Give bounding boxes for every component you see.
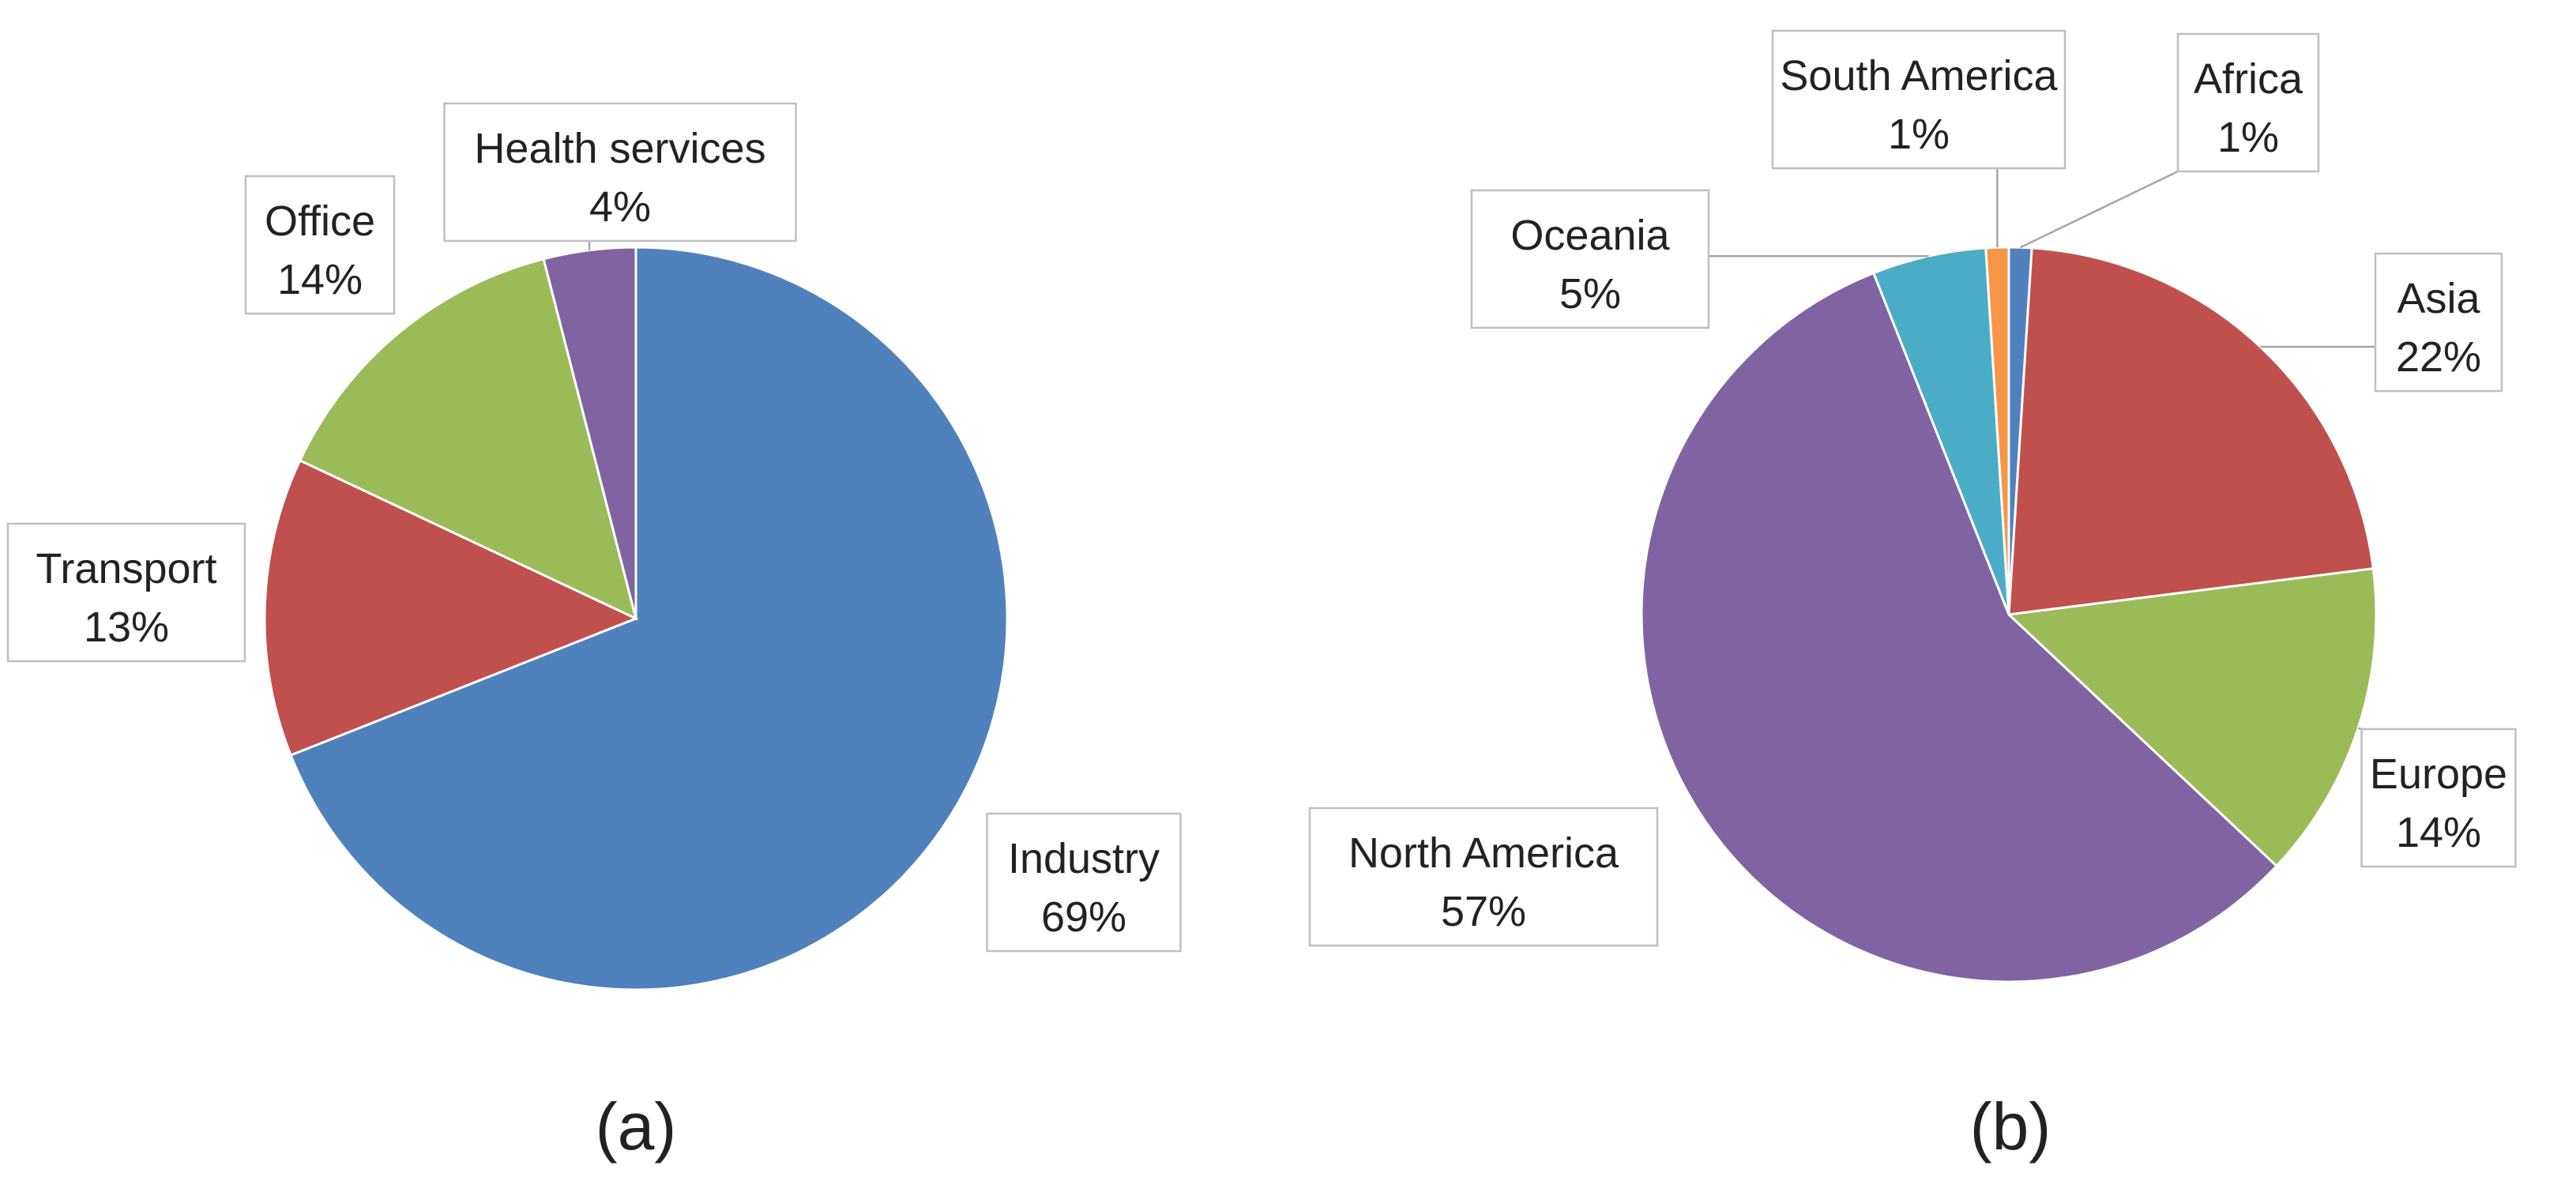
pie-slices bbox=[1640, 246, 2378, 983]
slice-percent-label: 14% bbox=[2396, 809, 2481, 856]
slice-name-label: Asia bbox=[2397, 275, 2480, 322]
data-label-south-america: South America 1% bbox=[1771, 29, 2066, 170]
data-label-health-services: Health services 4% bbox=[443, 102, 797, 243]
data-label-box bbox=[1771, 29, 2066, 170]
slice-percent-label: 69% bbox=[1041, 893, 1126, 941]
data-label-box bbox=[2374, 252, 2503, 393]
slice-percent-label: 4% bbox=[589, 183, 651, 231]
pie-chart-a: Industry 69% Transport 13% Office 14% Health s… bbox=[6, 102, 1182, 991]
slice-name-label: Health services bbox=[474, 125, 765, 172]
data-label-transport: Transport 13% bbox=[6, 522, 246, 663]
slice-name-label: Africa bbox=[2194, 55, 2303, 103]
caption-b: (b) bbox=[1970, 1089, 2051, 1164]
data-label-box bbox=[1470, 189, 1710, 329]
caption-a: (a) bbox=[596, 1089, 677, 1164]
data-label-box bbox=[6, 522, 246, 663]
slice-percent-label: 13% bbox=[84, 604, 169, 651]
slice-percent-label: 14% bbox=[277, 256, 363, 303]
data-label-box bbox=[1308, 807, 1659, 947]
slice-name-label: Oceania bbox=[1510, 212, 1670, 259]
pie-slice-health-services bbox=[542, 246, 637, 619]
pie-slice-south-america bbox=[1984, 246, 2010, 615]
pie-chart-b: Africa 1% Asia 22% Europe 14% North America 57%… bbox=[1308, 29, 2517, 983]
slice-percent-label: 1% bbox=[1888, 111, 1950, 158]
data-label-africa: Africa 1% bbox=[2176, 32, 2320, 173]
leader-lines bbox=[1709, 168, 2375, 731]
data-label-box bbox=[2176, 32, 2320, 173]
data-label-industry: Industry 69% bbox=[986, 812, 1182, 953]
slice-percent-label: 57% bbox=[1441, 888, 1526, 935]
data-label-office: Office 14% bbox=[244, 175, 396, 315]
data-label-box bbox=[986, 812, 1182, 953]
data-label-asia: Asia 22% bbox=[2374, 252, 2503, 393]
data-label-box bbox=[443, 102, 797, 243]
pie-slice-transport bbox=[263, 458, 639, 757]
slice-name-label: Industry bbox=[1008, 835, 1160, 882]
data-label-box bbox=[244, 175, 396, 315]
slice-name-label: Transport bbox=[36, 545, 216, 592]
data-label-north-america: North America 57% bbox=[1308, 807, 1659, 947]
slice-name-label: South America bbox=[1780, 52, 2058, 100]
slice-name-label: Office bbox=[265, 197, 375, 245]
data-labels: Africa 1% Asia 22% Europe 14% North America 57%… bbox=[1308, 29, 2517, 947]
slice-percent-label: 5% bbox=[1559, 270, 1621, 318]
slice-name-label: Europe bbox=[2370, 750, 2507, 798]
leader-line-africa bbox=[2020, 170, 2179, 249]
pie-slices bbox=[263, 246, 1009, 991]
data-labels: Industry 69% Transport 13% Office 14% Health s… bbox=[6, 102, 1182, 953]
pie-slice-industry bbox=[289, 246, 1009, 991]
slice-percent-label: 1% bbox=[2217, 114, 2279, 161]
pie-slice-north-america bbox=[1640, 271, 2279, 983]
data-label-europe: Europe 14% bbox=[2360, 728, 2517, 868]
data-label-oceania: Oceania 5% bbox=[1470, 189, 1710, 329]
data-label-box bbox=[2360, 728, 2517, 868]
slice-name-label: North America bbox=[1348, 829, 1619, 877]
pie-slice-europe bbox=[2006, 567, 2378, 868]
pie-slice-office bbox=[298, 257, 638, 621]
slice-percent-label: 22% bbox=[2396, 333, 2481, 381]
